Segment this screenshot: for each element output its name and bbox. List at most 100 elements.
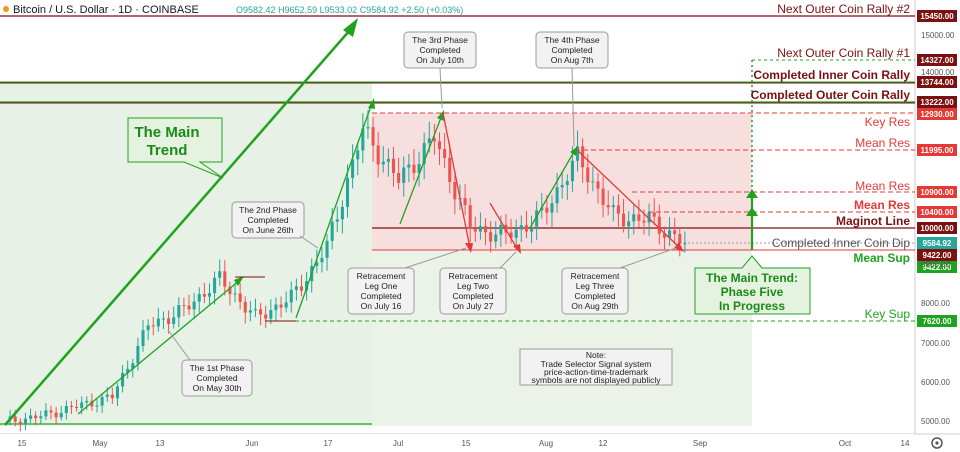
candle-body bbox=[432, 138, 436, 142]
label-mean-res-3: Mean Res bbox=[854, 198, 910, 212]
time-axis[interactable] bbox=[0, 434, 915, 452]
candle-body bbox=[136, 345, 140, 364]
candle-body bbox=[305, 281, 309, 291]
candle-body bbox=[325, 240, 329, 258]
svg-text:Completed: Completed bbox=[196, 373, 237, 383]
y-tick: 7000.00 bbox=[921, 339, 950, 348]
svg-text:In Progress: In Progress bbox=[719, 299, 785, 313]
candle-body bbox=[59, 413, 63, 418]
candle-body bbox=[39, 416, 43, 419]
candle-body bbox=[248, 310, 252, 313]
candle-body bbox=[29, 415, 33, 419]
label-maginot-line: Maginot Line bbox=[836, 214, 910, 228]
svg-text:Completed: Completed bbox=[452, 291, 493, 301]
price-tags: 15450.00 14327.00 13744.00 13222.00 1293… bbox=[917, 10, 957, 327]
label-next-outer-rally-2: Next Outer Coin Rally #2 bbox=[777, 2, 910, 16]
svg-text:11995.00: 11995.00 bbox=[921, 146, 954, 155]
candle-body bbox=[197, 294, 201, 302]
callout-phase4: The 4th Phase Completed On Aug 7th bbox=[535, 31, 609, 147]
svg-text:The 3rd Phase: The 3rd Phase bbox=[412, 35, 468, 45]
candle-body bbox=[417, 163, 421, 174]
callout-main-trend: The Main Trend bbox=[127, 117, 224, 179]
candle-body bbox=[253, 309, 258, 311]
svg-text:On Aug 7th: On Aug 7th bbox=[551, 55, 594, 65]
callout-phase2: The 2nd Phase Completed On June 26th bbox=[231, 201, 319, 249]
candle-body bbox=[187, 305, 191, 310]
label-completed-inner-dip: Completed Inner Coin Dip bbox=[772, 236, 910, 250]
candle-body bbox=[299, 286, 304, 291]
candle-body bbox=[49, 410, 53, 413]
svg-text:Retracement: Retracement bbox=[571, 271, 620, 281]
candle-body bbox=[259, 309, 263, 315]
x-tick: Jun bbox=[246, 439, 259, 448]
main-trend-arrow bbox=[4, 18, 358, 426]
candle-body bbox=[320, 257, 324, 263]
candle-body bbox=[473, 228, 477, 232]
settings-gear-icon[interactable] bbox=[931, 437, 943, 449]
exchange: COINBASE bbox=[142, 4, 199, 16]
ohlc-low: L9533.02 bbox=[320, 5, 358, 15]
svg-text:The Main: The Main bbox=[134, 124, 199, 141]
candle-body bbox=[167, 318, 171, 325]
candle-body bbox=[586, 167, 590, 183]
svg-text:Leg Three: Leg Three bbox=[576, 281, 615, 291]
candle-body bbox=[294, 286, 298, 290]
candle-body bbox=[223, 271, 227, 287]
svg-text:The 1st Phase: The 1st Phase bbox=[190, 363, 245, 373]
y-tick: 15000.00 bbox=[921, 31, 955, 40]
candle-body bbox=[529, 226, 534, 232]
label-key-res: Key Res bbox=[865, 115, 910, 129]
y-tick: 5000.00 bbox=[921, 417, 950, 426]
label-next-outer-rally-1: Next Outer Coin Rally #1 bbox=[777, 46, 910, 60]
candle-body bbox=[146, 325, 150, 331]
candle-body bbox=[443, 149, 447, 158]
candle-body bbox=[468, 205, 472, 229]
candle-body bbox=[601, 188, 605, 206]
candle-body bbox=[565, 181, 569, 185]
candle-body bbox=[264, 314, 268, 319]
svg-text:On July 27: On July 27 bbox=[453, 301, 494, 311]
svg-text:Completed: Completed bbox=[551, 45, 592, 55]
candle-body bbox=[121, 372, 125, 387]
candle-body bbox=[335, 219, 339, 222]
candle-body bbox=[499, 224, 503, 235]
candle-body bbox=[330, 221, 334, 241]
candle-body bbox=[519, 225, 523, 230]
candle-body bbox=[110, 394, 114, 399]
candle-body bbox=[131, 363, 135, 369]
candle-body bbox=[514, 229, 518, 238]
candle-body bbox=[13, 416, 17, 422]
candle-body bbox=[381, 161, 385, 165]
candle-body bbox=[218, 271, 222, 278]
svg-text:Note:: Note: bbox=[586, 350, 606, 360]
candle-body bbox=[397, 172, 401, 183]
candle-body bbox=[622, 213, 626, 227]
candle-body bbox=[448, 157, 452, 183]
x-tick: May bbox=[92, 439, 107, 448]
candle-body bbox=[182, 305, 186, 307]
label-key-sup: Key Sup bbox=[865, 307, 911, 321]
candle-body bbox=[632, 214, 636, 222]
candle-body bbox=[228, 286, 232, 295]
ohlc-change: +2.50 (+0.03%) bbox=[401, 5, 463, 15]
svg-text:price-action-time-trademark: price-action-time-trademark bbox=[544, 367, 649, 377]
candle-body bbox=[105, 394, 109, 397]
candle-body bbox=[90, 400, 94, 407]
candle-body bbox=[126, 368, 130, 373]
svg-text:12930.00: 12930.00 bbox=[920, 110, 954, 119]
callout-retrace3: Retracement Leg Three Completed On Aug 2… bbox=[561, 247, 677, 315]
candle-body bbox=[463, 197, 467, 206]
candle-body bbox=[524, 225, 528, 232]
x-tick: 12 bbox=[599, 439, 608, 448]
x-tick: Aug bbox=[539, 439, 553, 448]
svg-text:The 2nd Phase: The 2nd Phase bbox=[239, 205, 297, 215]
candle-body bbox=[494, 234, 498, 242]
candle-body bbox=[391, 158, 396, 173]
candle-body bbox=[662, 233, 666, 238]
svg-text:Phase Five: Phase Five bbox=[721, 285, 784, 299]
svg-text:Completed: Completed bbox=[419, 45, 460, 55]
candle-body bbox=[243, 301, 247, 313]
candle-body bbox=[606, 205, 610, 208]
x-tick: 15 bbox=[18, 439, 27, 448]
